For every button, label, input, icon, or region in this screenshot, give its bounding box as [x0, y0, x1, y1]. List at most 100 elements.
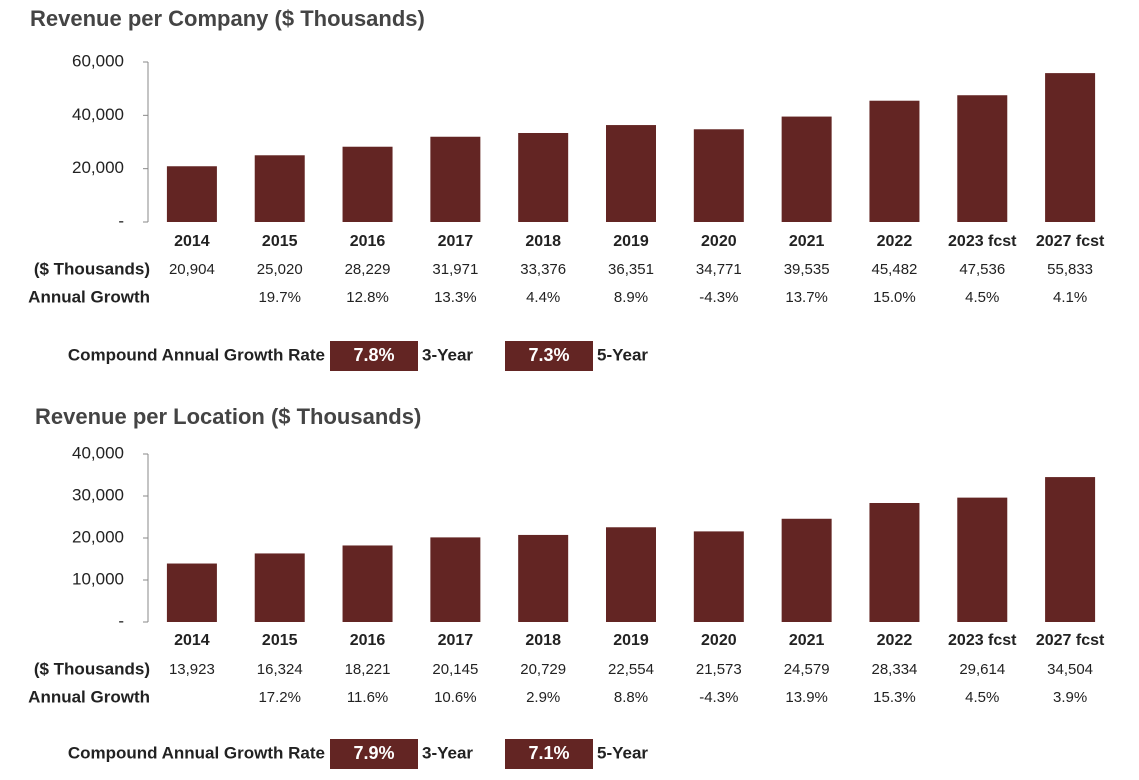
row-label: ($ Thousands) — [34, 659, 150, 678]
bar — [869, 100, 920, 222]
cagr-box — [505, 739, 593, 769]
value-label: 36,351 — [608, 261, 654, 278]
x-tick-label: 2020 — [701, 632, 737, 649]
value-label: 22,554 — [608, 661, 654, 678]
x-tick-label: 2014 — [174, 233, 210, 250]
value-label: 55,833 — [1047, 261, 1093, 278]
bar — [781, 116, 832, 222]
y-tick-label: 10,000 — [72, 569, 124, 588]
value-label: 47,536 — [959, 261, 1005, 278]
y-tick-label: - — [118, 211, 124, 230]
x-tick-label: 2015 — [262, 233, 298, 250]
bar — [166, 166, 217, 222]
growth-label: 2.9% — [526, 689, 560, 706]
x-tick-label: 2017 — [438, 632, 474, 649]
growth-label: 15.3% — [873, 689, 916, 706]
bar — [606, 125, 656, 222]
bar — [606, 527, 656, 622]
y-tick-label: 20,000 — [72, 158, 124, 177]
value-label: 20,904 — [169, 261, 215, 278]
growth-label: 4.4% — [526, 289, 560, 306]
chart-title: Revenue per Location ($ Thousands) — [35, 404, 421, 429]
value-label: 18,221 — [345, 661, 391, 678]
x-tick-label: 2017 — [438, 233, 474, 250]
chart-title: Revenue per Company ($ Thousands) — [30, 6, 425, 31]
x-tick-label: 2016 — [350, 233, 386, 250]
x-tick-label: 2014 — [174, 632, 210, 649]
value-label: 25,020 — [257, 261, 303, 278]
row-label: Annual Growth — [28, 687, 150, 706]
cagr-period: 3-Year — [422, 345, 473, 364]
y-tick-label: 40,000 — [72, 443, 124, 462]
y-tick-label: - — [118, 611, 124, 630]
value-label: 45,482 — [872, 261, 918, 278]
x-tick-label: 2023 fcst — [948, 632, 1017, 649]
growth-label: 3.9% — [1053, 689, 1087, 706]
growth-label: 13.7% — [785, 289, 828, 306]
bar — [254, 155, 305, 222]
bar — [518, 132, 569, 222]
value-label: 20,145 — [432, 661, 478, 678]
bar — [869, 502, 920, 622]
y-tick-label: 30,000 — [72, 485, 124, 504]
x-tick-label: 2027 fcst — [1036, 233, 1105, 250]
row-label: Annual Growth — [28, 287, 150, 306]
cagr-value: 7.1% — [528, 743, 569, 763]
bar — [1045, 477, 1096, 622]
growth-label: -4.3% — [699, 689, 738, 706]
growth-label: 13.9% — [785, 689, 828, 706]
bar — [693, 531, 744, 622]
bar — [957, 497, 1008, 622]
bar — [430, 537, 481, 622]
growth-label: 13.3% — [434, 289, 477, 306]
x-tick-label: 2021 — [789, 233, 825, 250]
x-tick-label: 2018 — [525, 233, 561, 250]
x-tick-label: 2019 — [613, 632, 649, 649]
x-tick-label: 2022 — [877, 632, 913, 649]
bar — [166, 563, 217, 622]
x-tick-label: 2023 fcst — [948, 233, 1017, 250]
growth-label: 17.2% — [258, 689, 301, 706]
bar — [342, 545, 393, 622]
bar — [693, 129, 744, 222]
growth-label: 4.5% — [965, 289, 999, 306]
bar — [430, 136, 481, 222]
cagr-period: 5-Year — [597, 743, 648, 762]
value-label: 34,771 — [696, 261, 742, 278]
growth-label: 4.5% — [965, 689, 999, 706]
cagr-label: Compound Annual Growth Rate — [68, 743, 325, 762]
bar — [781, 518, 832, 622]
x-tick-label: 2020 — [701, 233, 737, 250]
value-label: 24,579 — [784, 661, 830, 678]
bar — [518, 534, 569, 622]
value-label: 20,729 — [520, 661, 566, 678]
cagr-box — [330, 739, 418, 769]
row-label: ($ Thousands) — [34, 259, 150, 278]
value-label: 39,535 — [784, 261, 830, 278]
growth-label: 10.6% — [434, 689, 477, 706]
cagr-box — [330, 341, 418, 371]
growth-label: 4.1% — [1053, 289, 1087, 306]
growth-label: 8.8% — [614, 689, 648, 706]
growth-label: 12.8% — [346, 289, 389, 306]
bar — [957, 95, 1008, 222]
value-label: 28,229 — [345, 261, 391, 278]
y-tick-label: 20,000 — [72, 527, 124, 546]
x-tick-label: 2027 fcst — [1036, 632, 1105, 649]
value-label: 13,923 — [169, 661, 215, 678]
value-label: 33,376 — [520, 261, 566, 278]
cagr-label: Compound Annual Growth Rate — [68, 345, 325, 364]
x-tick-label: 2018 — [525, 632, 561, 649]
growth-label: 15.0% — [873, 289, 916, 306]
x-tick-label: 2019 — [613, 233, 649, 250]
cagr-period: 3-Year — [422, 743, 473, 762]
cagr-value: 7.3% — [528, 345, 569, 365]
value-label: 28,334 — [872, 661, 918, 678]
growth-label: 8.9% — [614, 289, 648, 306]
x-tick-label: 2022 — [877, 233, 913, 250]
bar — [1045, 73, 1096, 222]
cagr-value: 7.9% — [353, 743, 394, 763]
value-label: 31,971 — [432, 261, 478, 278]
bar — [254, 553, 305, 622]
